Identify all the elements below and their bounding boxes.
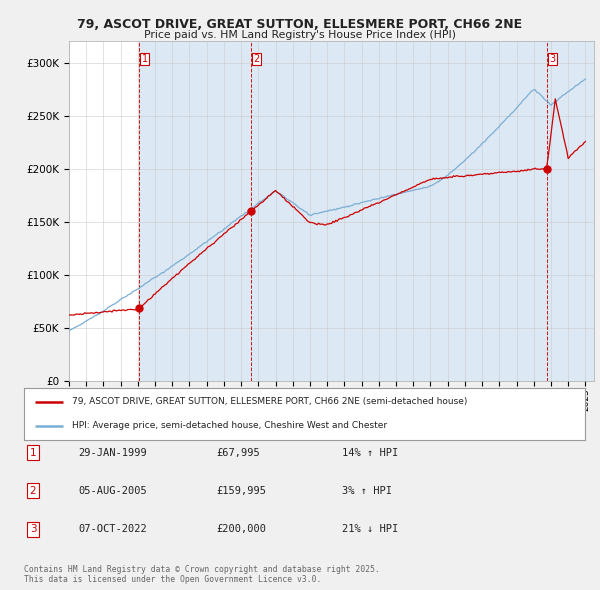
Text: 3: 3	[29, 525, 37, 534]
Text: 1: 1	[142, 54, 148, 64]
Text: 05-AUG-2005: 05-AUG-2005	[78, 486, 147, 496]
Text: 2: 2	[254, 54, 260, 64]
Text: Contains HM Land Registry data © Crown copyright and database right 2025.
This d: Contains HM Land Registry data © Crown c…	[24, 565, 380, 584]
Text: 2: 2	[29, 486, 37, 496]
Text: 07-OCT-2022: 07-OCT-2022	[78, 525, 147, 534]
Text: 79, ASCOT DRIVE, GREAT SUTTON, ELLESMERE PORT, CH66 2NE: 79, ASCOT DRIVE, GREAT SUTTON, ELLESMERE…	[77, 18, 523, 31]
Text: 21% ↓ HPI: 21% ↓ HPI	[342, 525, 398, 534]
Text: 14% ↑ HPI: 14% ↑ HPI	[342, 448, 398, 457]
Bar	[139, 41, 594, 381]
Text: £200,000: £200,000	[216, 525, 266, 534]
Text: £67,995: £67,995	[216, 448, 260, 457]
Text: Price paid vs. HM Land Registry's House Price Index (HPI): Price paid vs. HM Land Registry's House …	[144, 30, 456, 40]
Text: 3% ↑ HPI: 3% ↑ HPI	[342, 486, 392, 496]
Text: £159,995: £159,995	[216, 486, 266, 496]
Text: HPI: Average price, semi-detached house, Cheshire West and Chester: HPI: Average price, semi-detached house,…	[71, 421, 387, 430]
Text: 29-JAN-1999: 29-JAN-1999	[78, 448, 147, 457]
Text: 79, ASCOT DRIVE, GREAT SUTTON, ELLESMERE PORT, CH66 2NE (semi-detached house): 79, ASCOT DRIVE, GREAT SUTTON, ELLESMERE…	[71, 397, 467, 406]
Text: 1: 1	[29, 448, 37, 457]
Text: 3: 3	[549, 54, 556, 64]
